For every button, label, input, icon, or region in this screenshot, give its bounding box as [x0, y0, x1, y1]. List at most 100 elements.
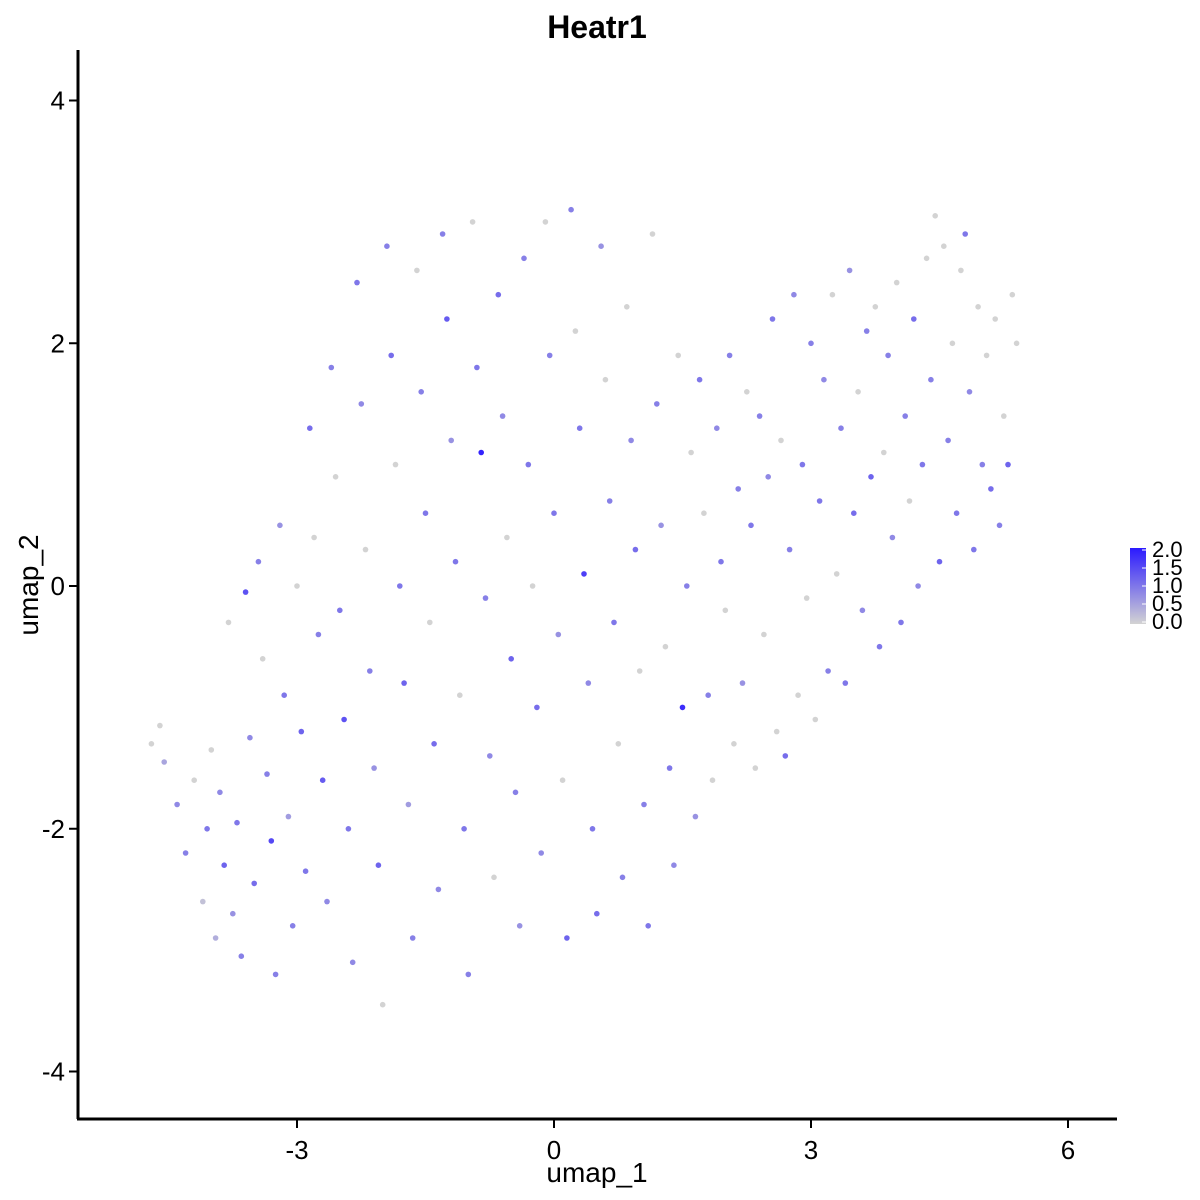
data-point — [936, 558, 943, 565]
data-point — [581, 571, 587, 577]
data-point — [833, 571, 840, 577]
data-point — [739, 680, 746, 686]
y-axis-label: umap_2 — [13, 534, 44, 635]
data-point — [898, 619, 904, 626]
data-point — [906, 498, 913, 504]
x-ticks: -3 0 3 6 — [285, 1119, 1075, 1165]
data-point — [615, 741, 622, 747]
axes: -3 0 3 6 -4 -2 0 2 4 — [42, 50, 1117, 1165]
data-point — [307, 425, 313, 432]
data-point — [277, 522, 283, 529]
data-point — [281, 692, 288, 698]
data-point — [949, 340, 956, 347]
legend-label: 0.5 — [1152, 591, 1183, 616]
data-point — [371, 765, 377, 771]
data-point — [448, 437, 455, 444]
data-point — [945, 437, 951, 444]
data-point — [675, 352, 681, 359]
data-point — [546, 352, 553, 359]
data-point — [315, 631, 322, 638]
data-point — [996, 522, 1003, 529]
y-ticks: -4 -2 0 2 4 — [42, 86, 78, 1087]
data-point — [204, 826, 210, 832]
data-point — [401, 680, 407, 686]
data-point — [624, 304, 630, 310]
data-point — [962, 231, 968, 237]
data-point — [444, 316, 450, 322]
data-point — [863, 328, 870, 334]
data-point — [405, 801, 412, 808]
data-point — [932, 213, 938, 219]
data-point — [157, 722, 163, 729]
data-point — [534, 704, 540, 711]
data-point — [606, 498, 613, 504]
data-point — [791, 291, 797, 298]
data-point — [354, 279, 360, 286]
data-point — [761, 631, 767, 638]
data-point — [358, 401, 365, 407]
data-point — [748, 522, 754, 529]
data-point — [328, 364, 335, 371]
x-tick-label: 6 — [1061, 1135, 1075, 1165]
data-point — [628, 437, 634, 444]
data-point — [722, 607, 729, 614]
data-point — [692, 813, 699, 820]
data-point — [1005, 461, 1011, 468]
data-point — [636, 668, 643, 674]
data-point — [538, 850, 544, 856]
data-point — [529, 583, 536, 589]
data-point — [174, 801, 180, 808]
data-point — [504, 534, 510, 541]
data-point — [388, 352, 395, 359]
data-point — [688, 449, 694, 456]
data-point — [696, 376, 703, 383]
data-point — [919, 461, 926, 468]
data-point — [941, 243, 947, 249]
data-point — [979, 461, 986, 468]
data-point — [345, 826, 352, 832]
y-tick-label: 2 — [51, 328, 65, 358]
data-point — [893, 279, 900, 286]
data-point — [230, 910, 236, 917]
data-point — [975, 304, 981, 310]
data-point — [1001, 413, 1007, 419]
data-point — [392, 461, 399, 468]
data-point — [983, 352, 990, 359]
data-point — [238, 953, 245, 959]
data-point — [182, 850, 189, 856]
data-point — [889, 534, 896, 541]
data-point — [859, 607, 866, 614]
y-tick-label: 0 — [51, 571, 65, 601]
data-point — [362, 546, 369, 553]
data-point — [825, 668, 831, 674]
data-point — [217, 789, 223, 796]
data-point — [572, 328, 579, 334]
y-tick-label: -2 — [42, 814, 65, 844]
data-point — [799, 461, 806, 468]
data-point — [568, 206, 574, 213]
color-legend: 2.01.51.00.50.0 — [1130, 537, 1183, 634]
data-point — [726, 352, 733, 359]
legend-ticks: 2.01.51.00.50.0 — [1142, 537, 1183, 634]
legend-label: 2.0 — [1152, 537, 1183, 562]
data-point — [598, 243, 604, 249]
data-point — [752, 765, 759, 771]
y-tick-label: 4 — [51, 86, 65, 116]
data-point — [709, 777, 716, 783]
data-point — [585, 680, 592, 686]
data-point — [769, 316, 776, 322]
data-point — [375, 862, 382, 868]
data-point — [559, 777, 566, 783]
data-point — [251, 880, 257, 887]
data-point — [259, 656, 266, 662]
colorbar — [1130, 548, 1146, 624]
data-point — [594, 910, 600, 917]
data-point — [478, 449, 485, 456]
data-point — [795, 692, 801, 698]
data-point — [302, 868, 309, 874]
data-point — [846, 267, 853, 274]
data-point — [512, 789, 519, 796]
data-point — [1009, 291, 1016, 298]
x-tick-label: 3 — [804, 1135, 818, 1165]
